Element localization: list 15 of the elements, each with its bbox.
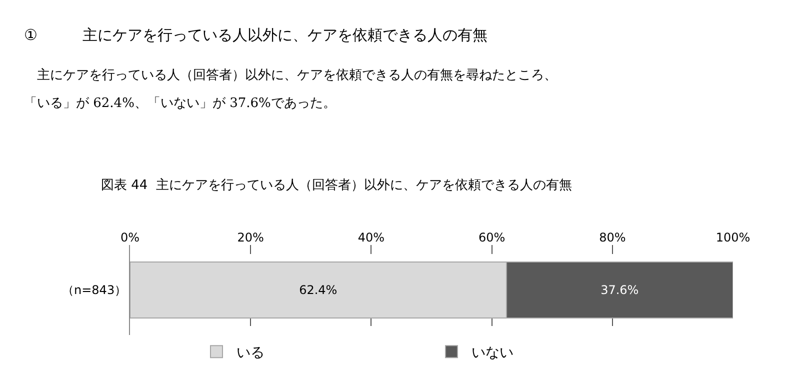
x-tick-label: 20%: [237, 230, 264, 245]
chart-title: 図表 44 主にケアを行っている人（回答者）以外に、ケアを依頼できる人の有無: [101, 177, 572, 193]
text: 主にケアを行っている人（回答者）以外に、ケアを依頼できる人の有無を尋ねたところ、: [24, 67, 557, 83]
x-tick-label: 0%: [120, 230, 140, 245]
x-tick-label: 80%: [599, 230, 626, 245]
x-tick-label: 40%: [358, 230, 385, 245]
data-label: 62.4%: [299, 283, 338, 297]
x-tick-label: 100%: [716, 230, 750, 245]
text: 「いる」が 62.4%、「いない」が 37.6%であった。: [24, 96, 336, 111]
y-tick-label: （n=843）: [62, 283, 127, 298]
text: ① 主にケアを行っている人以外に、ケアを依頼できる人の有無: [24, 26, 488, 44]
legend-label: いない: [472, 345, 514, 362]
data-label: 37.6%: [600, 283, 639, 297]
legend-label: いる: [236, 345, 264, 362]
x-tick-label: 60%: [478, 230, 506, 245]
